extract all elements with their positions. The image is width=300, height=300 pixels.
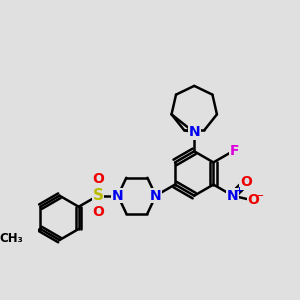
Text: CH₃: CH₃ <box>0 232 23 245</box>
Text: −: − <box>256 191 263 200</box>
Text: N: N <box>188 125 200 140</box>
Text: +: + <box>235 187 242 196</box>
Text: N: N <box>150 189 162 203</box>
Text: F: F <box>230 144 239 158</box>
Text: N: N <box>227 189 239 203</box>
Text: N: N <box>188 125 200 140</box>
Text: O: O <box>240 175 252 189</box>
Text: N: N <box>150 189 162 203</box>
Text: N: N <box>112 189 124 203</box>
Text: O: O <box>92 172 104 186</box>
Text: S: S <box>92 188 104 203</box>
Text: O: O <box>248 193 260 207</box>
Text: O: O <box>92 205 104 219</box>
